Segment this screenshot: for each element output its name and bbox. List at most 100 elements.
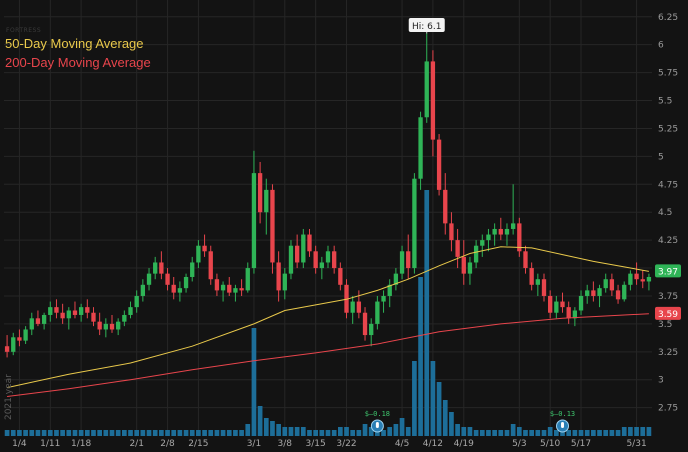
x-tick-label: 3/22: [336, 439, 356, 449]
candle-body: [338, 268, 343, 285]
volume-bar: [60, 430, 65, 436]
x-tick-label: 2/15: [188, 439, 208, 449]
candle-body: [301, 234, 306, 263]
candle-body: [128, 307, 133, 315]
candle-body: [622, 284, 627, 300]
candle-body: [393, 273, 399, 285]
volume-bar: [467, 427, 473, 436]
volume-bar: [226, 430, 232, 436]
candle-body: [35, 318, 41, 324]
high-callout: Hi: 6.1: [408, 18, 445, 34]
volume-bar: [121, 430, 127, 436]
x-tick-label: 5/10: [540, 439, 560, 449]
candle-body: [597, 288, 602, 296]
candle-body: [4, 346, 10, 352]
last-value-badges: 3.97 3.59: [655, 264, 681, 320]
x-tick-label: 4/12: [423, 439, 443, 449]
candle-body: [362, 312, 368, 336]
volume-bar: [66, 430, 72, 436]
candle-body: [332, 251, 337, 269]
x-tick-label: 1/4: [12, 439, 27, 449]
hi-box: [408, 18, 445, 32]
volume-bar: [418, 277, 423, 436]
volume-bar: [486, 430, 491, 436]
volume-bar: [510, 424, 516, 436]
candle-body: [473, 245, 479, 263]
candle-body: [406, 251, 411, 269]
volume-bar: [615, 430, 621, 436]
volume-bar: [572, 430, 578, 436]
dividend-icon-glyph: [375, 422, 379, 428]
grid-lines: [4, 0, 652, 430]
candle-body: [251, 173, 257, 269]
volume-bar: [233, 430, 238, 436]
x-tick-label: 3/15: [306, 439, 326, 449]
candle-body: [412, 178, 417, 269]
volume-bar: [313, 430, 319, 436]
y-tick-label: 3: [658, 376, 664, 386]
volume-bar: [4, 430, 10, 436]
volume-bar: [405, 427, 411, 436]
candle-body: [554, 301, 559, 313]
candle-body: [480, 240, 485, 246]
y-tick-label: 4.75: [658, 180, 678, 190]
volume-bar: [300, 427, 306, 436]
candle-body: [319, 262, 324, 269]
candle-body: [344, 284, 349, 313]
volume-bar: [263, 418, 269, 436]
candle-body: [535, 279, 540, 285]
badge-ma50: [655, 264, 681, 278]
volume-bar: [325, 430, 331, 436]
candle-body: [634, 273, 639, 280]
candle-body: [529, 268, 534, 285]
legend-ma50: 50-Day Moving Average: [5, 36, 144, 51]
volume-bar: [276, 424, 281, 436]
y-tick-label: 3.25: [658, 348, 678, 358]
volume-bar: [479, 430, 485, 436]
volume-bar: [621, 427, 627, 436]
volume-bar: [535, 430, 541, 436]
y-tick-label: 3.75: [658, 292, 678, 302]
candle-body: [214, 279, 220, 291]
volume-bar: [220, 430, 226, 436]
candle-body: [270, 189, 275, 263]
candle-body: [609, 279, 615, 291]
volume-bar: [350, 430, 356, 436]
volume-bar: [430, 361, 436, 436]
volume-bar: [183, 430, 189, 436]
dividend-icon-glyph: [561, 422, 565, 428]
volume-bar: [257, 406, 263, 436]
candle-body: [307, 234, 312, 252]
volume-bar: [640, 427, 646, 436]
candle-body: [461, 256, 466, 274]
candle-body: [239, 288, 244, 291]
candle-body: [369, 323, 374, 336]
candle-body: [548, 295, 553, 313]
volume-bar: [461, 427, 467, 436]
volume-bar: [35, 430, 41, 436]
volume-bar: [553, 430, 559, 436]
candle-body: [313, 251, 318, 269]
volume-bar: [578, 430, 584, 436]
candle-body: [591, 290, 596, 296]
volume-bar: [412, 361, 417, 436]
candle-body: [418, 117, 423, 179]
candle-body: [578, 295, 584, 311]
y-axis: 2.7533.253.53.7544.254.54.7555.255.55.75…: [658, 13, 678, 414]
ma200-line: [7, 313, 649, 397]
candle-body: [177, 288, 183, 293]
candle-body: [449, 223, 454, 241]
volume-bar: [516, 427, 522, 436]
candle-body: [233, 288, 238, 293]
y-tick-label: 5.5: [658, 97, 672, 107]
candle-body: [17, 337, 22, 341]
candle-body: [325, 251, 331, 263]
volume-bar: [381, 430, 386, 436]
dividend-label: $–0.13: [550, 410, 575, 418]
x-tick-label: 3/1: [247, 439, 261, 449]
volume-bar: [152, 430, 158, 436]
volume-bar: [529, 430, 535, 436]
candle-body: [541, 279, 547, 296]
x-tick-label: 5/17: [571, 439, 591, 449]
candle-body: [165, 273, 170, 285]
